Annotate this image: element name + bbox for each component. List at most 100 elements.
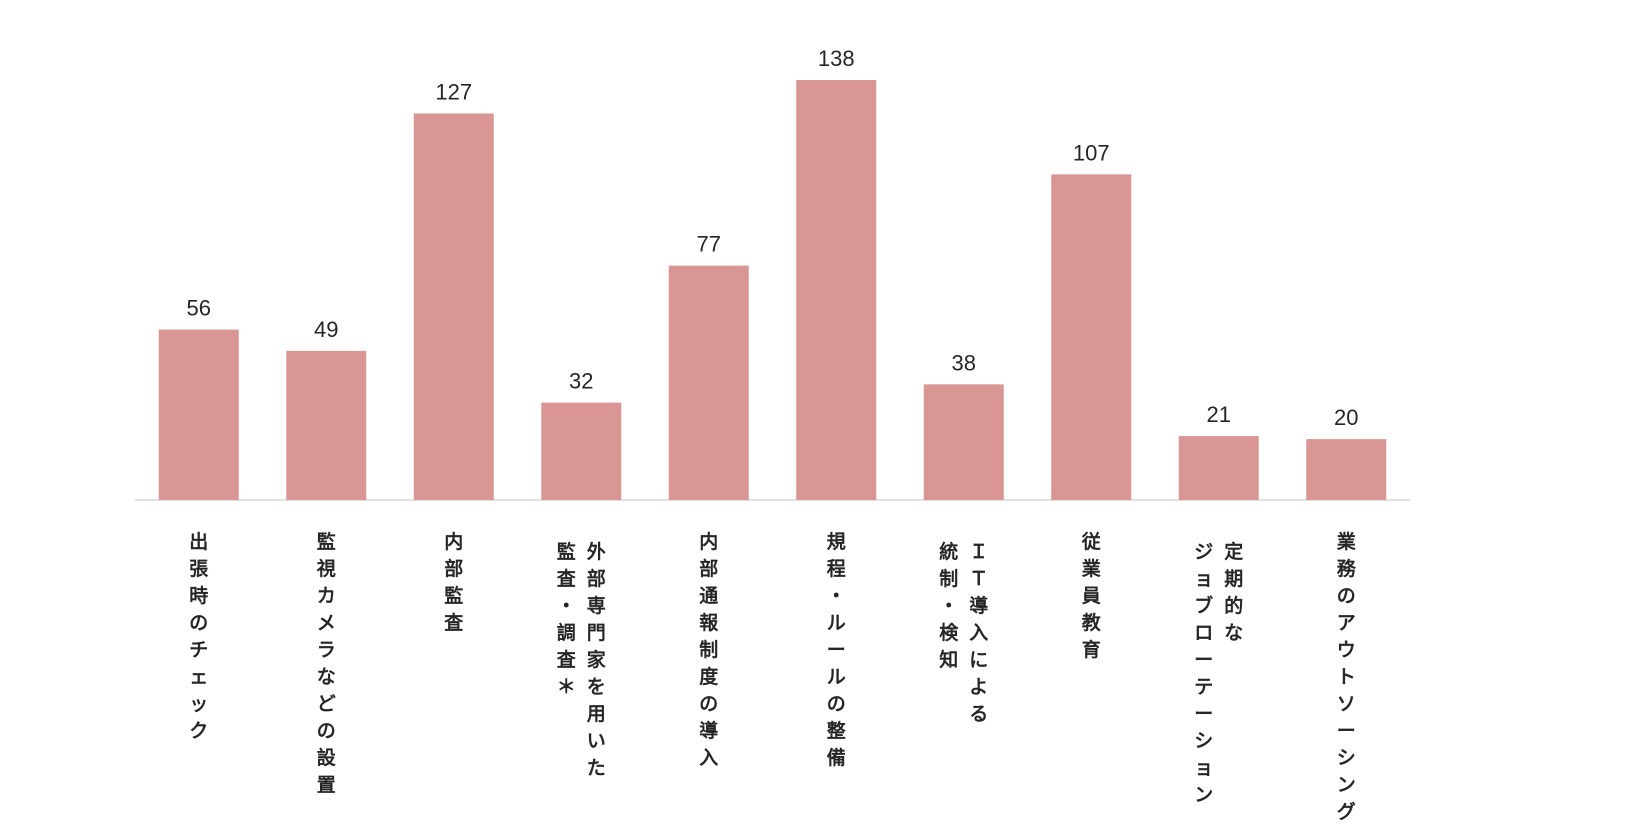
data-label: 20 xyxy=(1334,405,1358,430)
category-label-char: 用 xyxy=(587,703,606,725)
category-label-char: ＊ xyxy=(557,676,576,698)
category-label-char: な xyxy=(317,666,336,688)
category-label-char: ン xyxy=(1337,774,1356,796)
category-label-char: 導 xyxy=(969,594,988,617)
category-label-char: 外 xyxy=(587,540,606,563)
category-label-char: 定 xyxy=(1224,540,1243,563)
category-label-char: 出 xyxy=(189,530,208,553)
category-label-char: 規 xyxy=(827,531,846,553)
category-label-char: ジ xyxy=(1194,541,1213,563)
data-label: 56 xyxy=(187,296,211,321)
category-label-char: 査 xyxy=(556,567,577,590)
bar xyxy=(541,402,622,500)
category-label-char: 内 xyxy=(444,530,463,553)
category-label-char: ロ xyxy=(1194,622,1213,644)
category-label-char: ・ xyxy=(939,595,958,617)
bar xyxy=(286,350,367,500)
category-label-char: の xyxy=(1337,585,1356,607)
category-label-char: シ xyxy=(1337,747,1356,769)
category-label-char: 員 xyxy=(1082,585,1101,607)
category-label-char: 調 xyxy=(557,621,576,644)
category-label-char: ル xyxy=(827,612,846,634)
category-label-char: メ xyxy=(317,612,336,634)
bar xyxy=(158,329,239,500)
category-label-char: カ xyxy=(317,585,336,607)
category-label-char: 査 xyxy=(443,611,464,634)
bar xyxy=(413,113,494,500)
bar xyxy=(1306,439,1387,500)
category-label-char: ン xyxy=(1194,784,1213,806)
category-label-char: 従 xyxy=(1081,530,1101,553)
category-label-char: 門 xyxy=(587,622,606,644)
category-label-char: ル xyxy=(827,666,846,688)
category-label-char: ー xyxy=(827,639,846,661)
category-label-char: ど xyxy=(317,693,336,715)
category-label-char: 報 xyxy=(699,611,719,634)
category-label-char: 部 xyxy=(587,567,606,590)
category-label-char: 導 xyxy=(699,719,718,742)
category-label-char: ラ xyxy=(317,639,336,661)
category-label-char: 張 xyxy=(189,558,209,580)
category-label-char: た xyxy=(587,757,606,779)
data-label: 21 xyxy=(1207,402,1231,427)
category-label-char: に xyxy=(969,649,988,671)
category-label-char: 制 xyxy=(699,638,718,661)
category-label-char: シ xyxy=(1194,730,1213,752)
category-label-char: 教 xyxy=(1082,611,1102,634)
category-label-char: チ xyxy=(189,639,208,661)
category-label-char: 制 xyxy=(939,567,958,590)
category-label-char: 期 xyxy=(1224,568,1243,590)
category-label-char: 備 xyxy=(827,746,846,769)
category-label-char: 監 xyxy=(317,530,336,553)
category-label-char: 監 xyxy=(557,540,576,563)
bar xyxy=(796,80,877,500)
category-label-char: 部 xyxy=(699,557,718,580)
category-label-char: 設 xyxy=(317,746,337,769)
category-label-char: 業 xyxy=(1336,530,1357,553)
category-label-char: 入 xyxy=(969,622,988,644)
category-label-char: ・ xyxy=(557,595,576,617)
data-label: 32 xyxy=(569,369,593,394)
category-label-char: テ xyxy=(1194,676,1213,698)
category-label-char: ョ xyxy=(1194,568,1213,590)
category-label-char: ウ xyxy=(1337,639,1356,661)
category-label-char: の xyxy=(827,693,846,715)
category-label-char: ー xyxy=(1194,703,1213,725)
category-label-char: の xyxy=(317,720,336,742)
data-label: 49 xyxy=(314,317,338,342)
category-label-char: 通 xyxy=(699,585,719,607)
category-label-char: 整 xyxy=(827,719,846,742)
category-label-char: ョ xyxy=(1194,757,1213,779)
category-label-char: ト xyxy=(1337,666,1356,688)
category-label-char: の xyxy=(699,693,718,715)
category-label-char: 視 xyxy=(316,557,336,580)
category-label-char: 検 xyxy=(939,621,959,644)
category-label-char: ブ xyxy=(1194,594,1213,617)
category-label-char: Ｔ xyxy=(969,568,988,590)
category-label-char: 部 xyxy=(444,557,463,580)
data-label: 107 xyxy=(1073,140,1110,165)
category-label-char: ッ xyxy=(189,693,208,715)
category-label-char: 的 xyxy=(1224,594,1243,617)
category-label-char: な xyxy=(1224,622,1243,644)
category-label-char: を xyxy=(587,676,606,698)
bar xyxy=(668,265,749,500)
category-label-char: 育 xyxy=(1082,638,1101,661)
category-label-char: ク xyxy=(189,720,208,742)
category-label-char: 務 xyxy=(1337,557,1357,580)
bar xyxy=(1051,174,1132,500)
category-label-char: 入 xyxy=(699,747,718,769)
category-label-char: 専 xyxy=(587,595,606,617)
